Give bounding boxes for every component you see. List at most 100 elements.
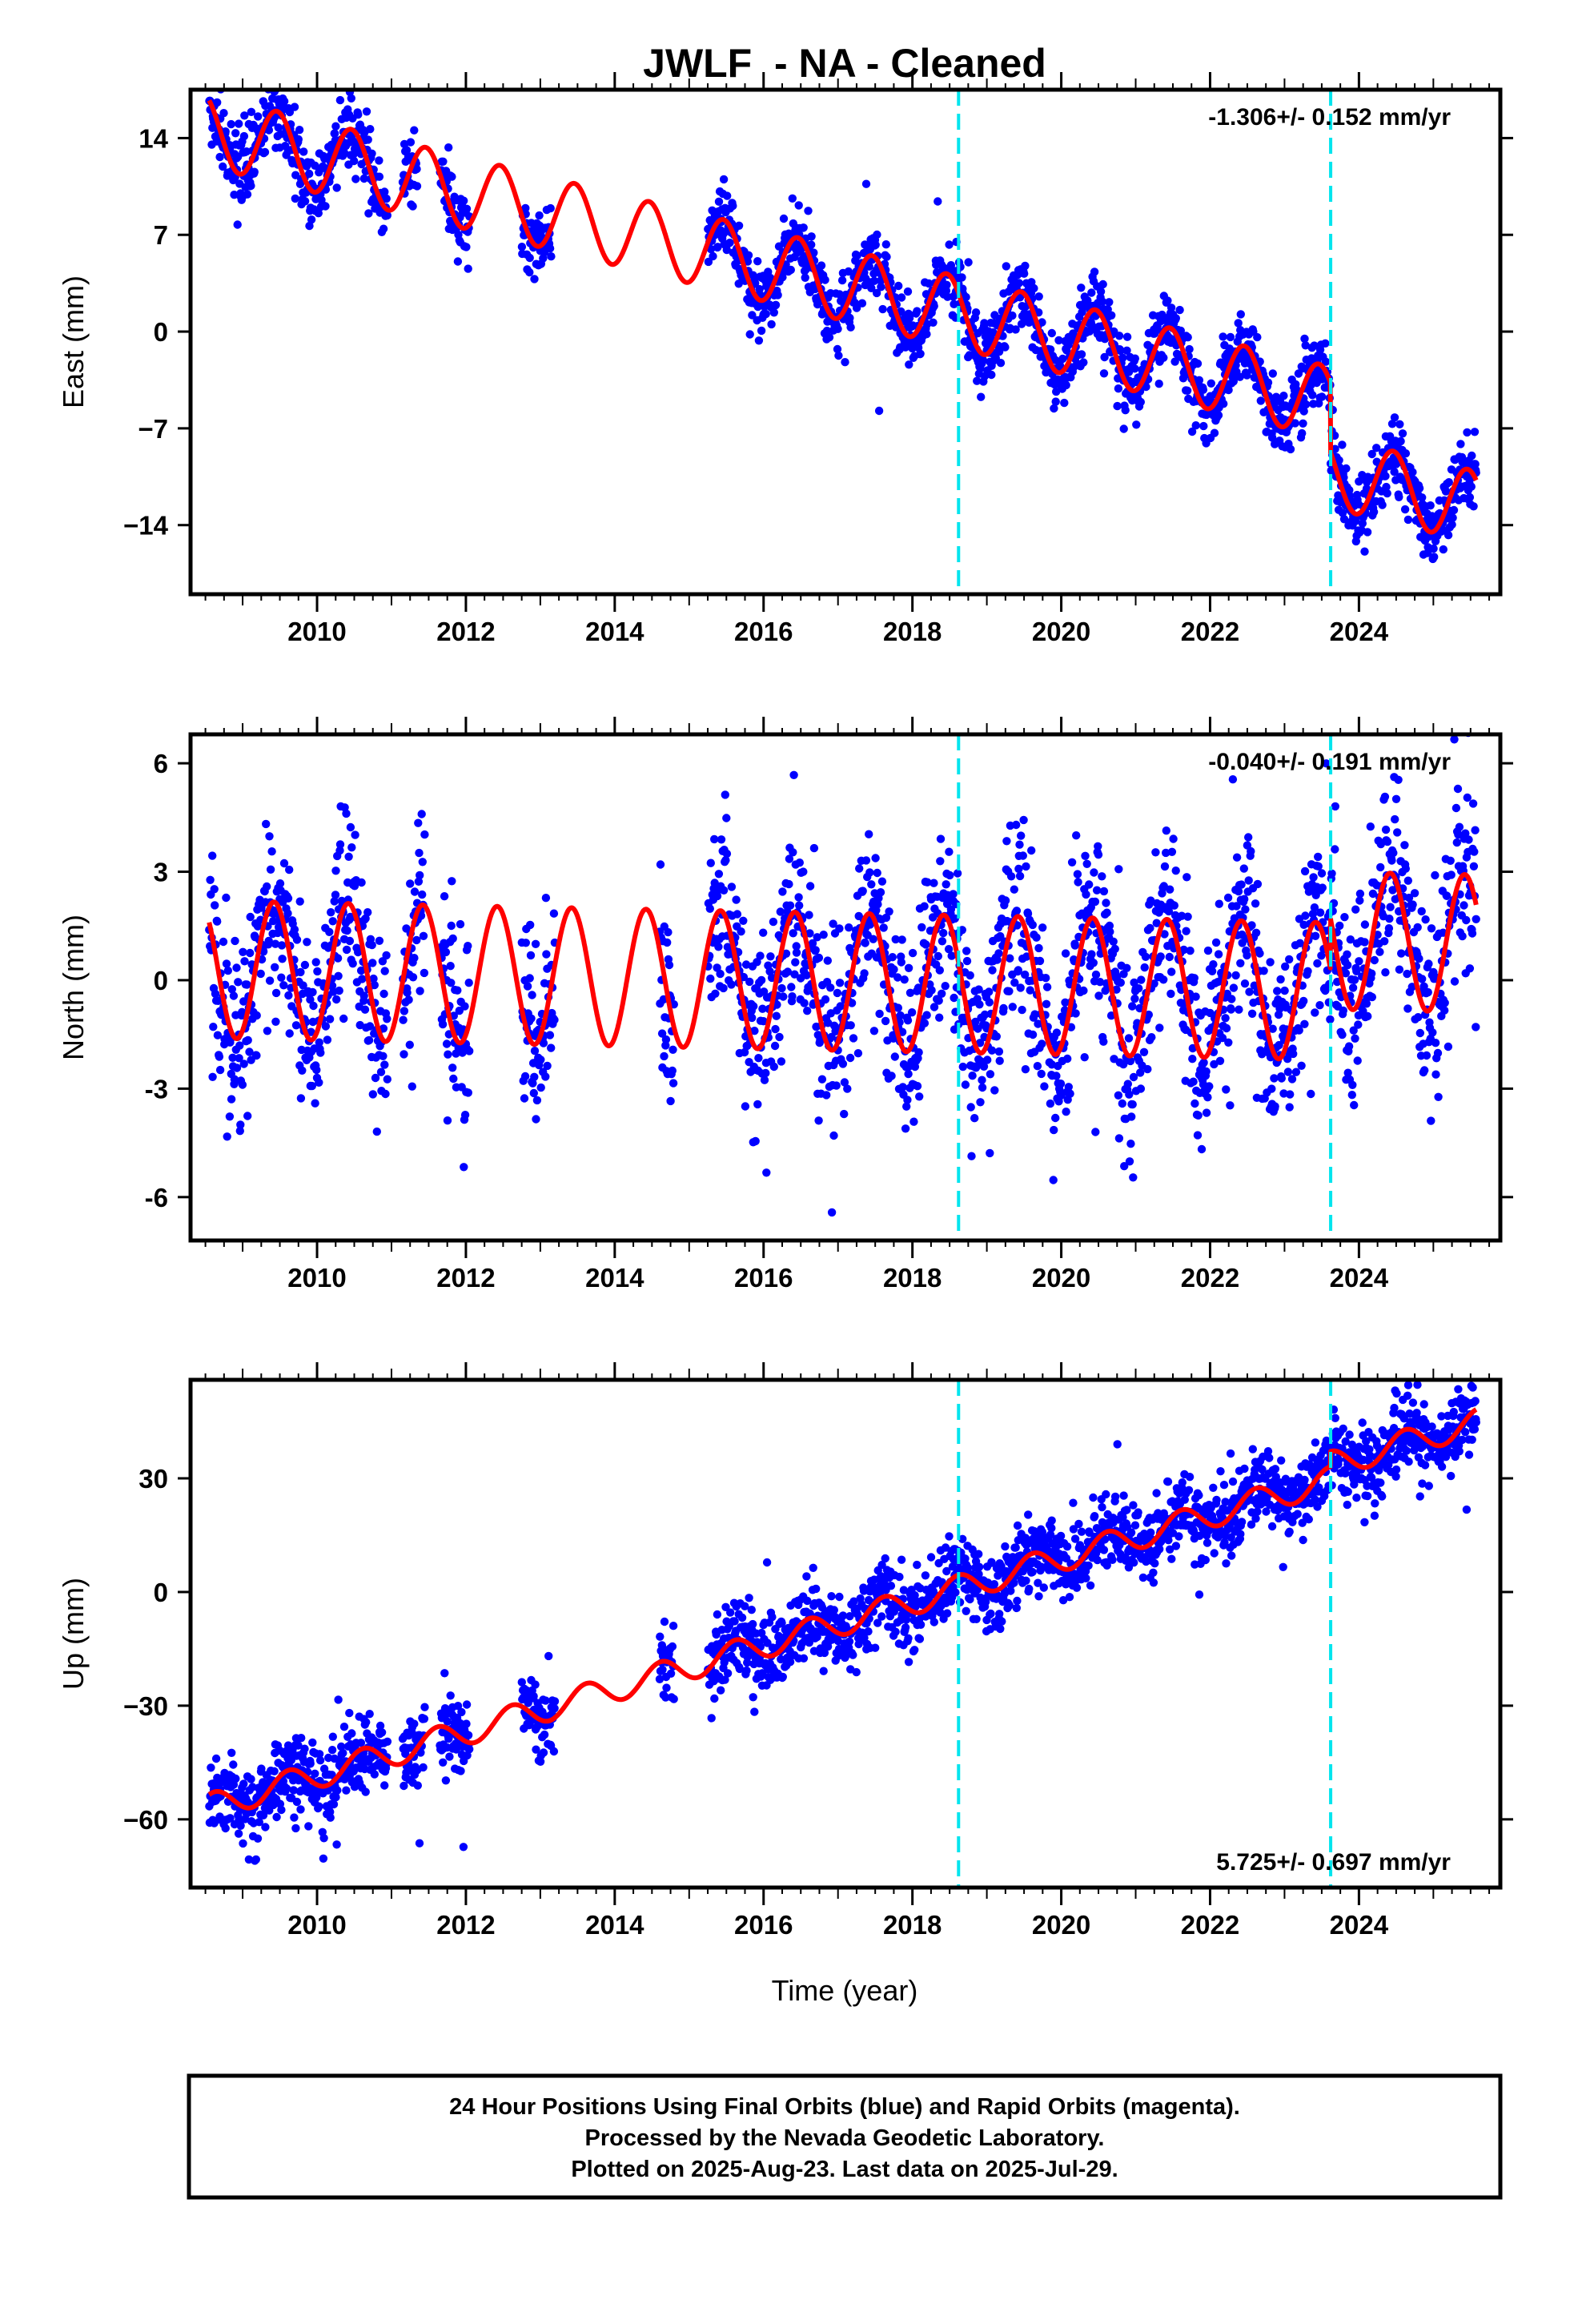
data-point bbox=[1191, 421, 1200, 430]
data-point bbox=[936, 857, 945, 866]
data-point bbox=[1277, 1074, 1287, 1083]
x-tick-label: 2022 bbox=[1181, 1263, 1239, 1293]
data-point bbox=[704, 257, 713, 267]
data-point bbox=[706, 244, 716, 254]
data-point bbox=[1222, 1023, 1231, 1033]
data-point bbox=[717, 835, 726, 844]
data-point bbox=[871, 854, 880, 862]
data-point bbox=[894, 281, 903, 291]
data-point bbox=[934, 197, 942, 206]
data-point bbox=[1063, 1054, 1072, 1063]
data-point bbox=[334, 1695, 343, 1704]
data-point bbox=[827, 1208, 837, 1217]
data-point bbox=[300, 197, 310, 206]
data-point bbox=[941, 982, 950, 991]
data-point bbox=[785, 879, 793, 889]
data-point bbox=[1232, 853, 1242, 862]
data-point bbox=[1450, 735, 1459, 744]
data-point bbox=[1209, 960, 1218, 969]
data-point bbox=[1214, 411, 1223, 420]
data-point bbox=[1136, 397, 1146, 407]
data-point bbox=[1170, 901, 1179, 910]
data-point bbox=[1042, 974, 1050, 983]
data-point bbox=[1136, 1068, 1145, 1077]
data-point bbox=[976, 1098, 985, 1107]
data-point bbox=[1052, 1072, 1061, 1080]
data-point bbox=[330, 129, 339, 138]
data-point bbox=[229, 1760, 238, 1769]
data-point bbox=[1321, 339, 1330, 348]
data-point bbox=[227, 1748, 236, 1757]
data-point bbox=[1140, 963, 1149, 972]
data-point bbox=[1430, 553, 1439, 561]
data-point bbox=[362, 107, 371, 116]
data-point bbox=[531, 939, 540, 949]
data-point bbox=[1082, 890, 1090, 899]
data-point bbox=[1241, 905, 1250, 914]
data-point bbox=[364, 1035, 374, 1045]
data-point bbox=[846, 1021, 855, 1030]
data-point bbox=[415, 1839, 424, 1848]
y-tick-label: 0 bbox=[154, 966, 168, 995]
data-point bbox=[449, 1074, 458, 1084]
data-point bbox=[1193, 359, 1203, 368]
data-point bbox=[1460, 901, 1468, 910]
data-point bbox=[439, 1758, 448, 1767]
data-point bbox=[1021, 1065, 1030, 1074]
data-point bbox=[778, 273, 787, 282]
data-point bbox=[383, 211, 391, 220]
data-point bbox=[1427, 924, 1436, 933]
data-point bbox=[532, 1096, 542, 1105]
data-point bbox=[291, 1021, 301, 1030]
data-point bbox=[367, 149, 376, 158]
data-point bbox=[1366, 822, 1375, 831]
data-point bbox=[978, 1083, 987, 1092]
data-point bbox=[938, 937, 947, 946]
data-point bbox=[1393, 828, 1402, 837]
data-point bbox=[1207, 379, 1216, 388]
data-point bbox=[365, 1710, 374, 1719]
data-point bbox=[1266, 958, 1275, 967]
data-point bbox=[1122, 332, 1132, 341]
data-point bbox=[1197, 1144, 1207, 1154]
data-point bbox=[1453, 784, 1463, 794]
data-point bbox=[319, 1834, 328, 1843]
data-point bbox=[999, 1003, 1008, 1013]
data-point bbox=[1098, 872, 1106, 881]
data-point bbox=[950, 993, 958, 1003]
data-point bbox=[1061, 949, 1070, 958]
data-point bbox=[1472, 1023, 1480, 1031]
data-point bbox=[1348, 983, 1358, 992]
data-point bbox=[988, 966, 997, 975]
data-point bbox=[420, 1703, 429, 1711]
data-point bbox=[1162, 826, 1171, 835]
data-point bbox=[1344, 1042, 1354, 1051]
data-point bbox=[769, 1062, 778, 1072]
data-point bbox=[846, 323, 855, 332]
data-point bbox=[1398, 429, 1407, 438]
data-point bbox=[817, 1075, 827, 1084]
data-point bbox=[246, 912, 255, 922]
data-point bbox=[1040, 1082, 1049, 1091]
data-point bbox=[366, 125, 375, 134]
data-point bbox=[1130, 994, 1139, 1003]
data-point bbox=[966, 1103, 975, 1112]
data-point bbox=[1134, 984, 1143, 993]
data-point bbox=[1128, 1100, 1137, 1109]
data-point bbox=[777, 983, 786, 993]
data-point bbox=[1463, 428, 1472, 437]
data-point bbox=[351, 830, 359, 839]
data-point bbox=[935, 1013, 944, 1022]
data-point bbox=[1456, 440, 1465, 448]
data-point bbox=[1191, 1099, 1199, 1108]
data-point bbox=[1012, 820, 1021, 830]
data-point bbox=[1403, 515, 1413, 525]
data-point bbox=[978, 1076, 986, 1084]
data-point bbox=[219, 109, 228, 118]
data-point bbox=[809, 843, 819, 853]
data-point bbox=[1072, 831, 1081, 840]
data-point bbox=[761, 309, 770, 319]
data-point bbox=[914, 1047, 923, 1057]
data-point bbox=[945, 847, 954, 856]
